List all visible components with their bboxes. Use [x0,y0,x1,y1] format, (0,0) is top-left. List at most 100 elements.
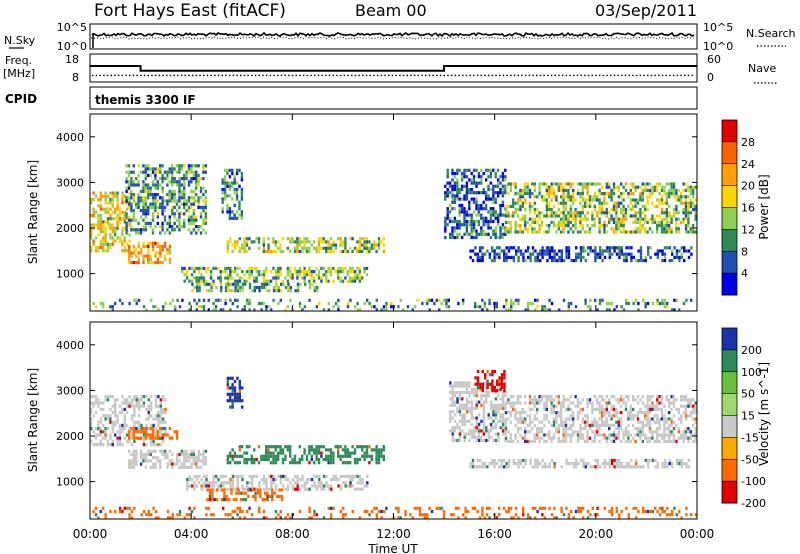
scatter-cell [694,404,697,408]
scatter-cell [473,429,476,433]
scatter-cell [610,414,613,418]
scatter-cell [615,214,618,218]
scatter-cell [470,403,474,407]
scatter-cell [213,498,216,502]
scatter-cell [550,411,553,415]
scatter-cell [125,225,128,229]
scatter-cell [458,429,462,433]
scatter-cell [354,487,357,491]
scatter-cell [660,211,664,215]
scatter-cell [552,436,556,440]
scatter-cell [587,462,590,466]
scatter-cell [591,439,594,443]
scatter-cell [231,481,235,485]
scatter-cell [200,487,203,491]
scatter-cell [581,436,584,440]
scatter-cell [552,214,556,218]
scatter-cell [460,171,464,176]
scatter-cell [125,164,128,168]
scatter-cell [171,459,174,463]
scatter-cell [325,474,328,478]
scatter-cell [567,433,570,437]
scatter-cell [132,456,136,460]
scatter-cell [613,249,616,253]
scatter-cell [522,458,525,462]
scatter-cell [582,246,585,250]
scatter-cell [598,395,601,399]
scatter-cell [361,481,364,485]
scatter-cell [231,386,234,390]
scatter-cell [181,270,184,274]
scatter-cell [473,426,476,430]
scatter-cell [564,201,568,205]
scatter-cell [315,246,318,250]
scatter-cell [255,237,258,241]
scatter-cell [109,213,112,218]
scatter-cell [118,436,122,440]
scatter-cell [620,230,623,234]
scatter-cell [337,276,340,280]
scatter-cell [494,438,498,443]
scatter-cell [646,407,649,411]
scatter-cell [144,199,147,203]
scatter-cell [123,213,126,218]
scatter-cell [528,395,532,399]
scatter-cell [161,202,164,206]
scatter-cell [494,397,498,401]
scatter-cell [624,230,628,234]
scatter-cell [581,420,584,424]
scatter-cell [137,241,140,245]
scatter-cell [233,270,237,274]
scatter-cell [166,199,169,203]
scatter-cell [634,230,637,234]
scatter-cell [460,223,464,227]
scatter-cell [377,237,381,241]
scatter-cell [259,494,262,498]
scatter-cell [480,419,483,423]
scatter-cell [469,465,472,469]
scatter-cell [168,244,172,249]
scatter-cell [648,417,652,421]
scatter-cell [315,249,318,254]
scatter-cell [538,217,541,221]
scatter-cell [446,171,449,176]
scatter-cell [501,171,505,176]
scatter-cell [444,219,447,224]
scatter-cell [265,266,268,270]
scatter-cell [668,195,671,199]
scatter-cell [584,465,587,469]
scatter-cell [197,449,200,453]
scatter-cell [315,451,318,455]
scatter-cell [166,456,169,460]
scatter-cell [541,249,544,253]
scatter-cell [468,390,471,395]
scatter-cell [272,481,275,485]
scatter-cell [382,457,385,462]
scatter-cell [106,414,110,418]
scatter-cell [596,182,599,186]
scatter-cell [253,308,256,312]
scatter-cell [615,433,618,437]
scatter-cell [491,458,494,462]
scatter-cell [451,232,454,236]
scatter-cell [243,305,246,309]
scatter-cell [303,237,306,241]
scatter-cell [644,301,647,306]
scatter-cell [149,205,152,209]
scatter-cell [482,200,485,204]
scatter-cell [692,224,695,228]
scatter-cell [185,456,188,460]
scatter-cell [682,433,685,437]
scatter-cell [465,213,469,217]
scatter-cell [380,454,383,458]
scatter-cell [608,211,611,215]
scatter-cell [247,494,250,498]
scatter-cell [159,183,162,187]
scatter-cell [226,379,229,384]
scatter-cell [268,282,271,286]
scatter-cell [519,208,522,212]
scatter-cell [665,420,668,424]
scatter-cell [263,285,266,290]
scatter-cell [687,439,690,443]
scatter-cell [498,465,501,469]
